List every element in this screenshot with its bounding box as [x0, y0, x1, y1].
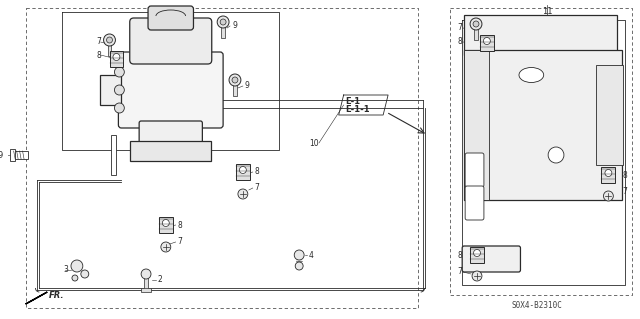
Circle shape	[238, 189, 248, 199]
Bar	[144, 274, 148, 290]
Text: 7: 7	[178, 238, 182, 247]
Circle shape	[604, 191, 613, 201]
Circle shape	[141, 269, 151, 279]
Circle shape	[220, 19, 226, 25]
Text: 3: 3	[63, 265, 68, 275]
Text: 7: 7	[97, 38, 102, 47]
Circle shape	[470, 18, 482, 30]
Circle shape	[104, 34, 115, 46]
Circle shape	[161, 242, 171, 252]
Ellipse shape	[519, 68, 544, 83]
Bar	[159, 217, 173, 233]
Circle shape	[472, 271, 482, 281]
Bar	[464, 15, 617, 55]
Circle shape	[605, 169, 612, 176]
Text: 11: 11	[542, 7, 552, 16]
Circle shape	[113, 54, 120, 61]
Text: 8: 8	[458, 250, 462, 259]
Text: 8: 8	[97, 50, 101, 60]
Text: 2: 2	[158, 276, 163, 285]
Polygon shape	[26, 292, 47, 304]
Circle shape	[81, 270, 89, 278]
FancyBboxPatch shape	[131, 141, 211, 161]
Text: 8: 8	[458, 38, 462, 47]
Bar	[236, 164, 250, 180]
Circle shape	[115, 67, 124, 77]
Circle shape	[72, 275, 78, 281]
Bar	[108, 39, 111, 56]
Circle shape	[239, 167, 246, 174]
FancyBboxPatch shape	[462, 246, 520, 272]
Circle shape	[217, 16, 229, 28]
Bar	[111, 135, 116, 175]
Circle shape	[473, 21, 479, 27]
Circle shape	[232, 77, 238, 83]
FancyBboxPatch shape	[464, 50, 622, 200]
Circle shape	[115, 103, 124, 113]
Text: 4: 4	[309, 250, 314, 259]
Text: 7: 7	[255, 183, 260, 192]
Circle shape	[106, 37, 113, 43]
Bar	[13, 151, 28, 159]
Text: 10: 10	[309, 138, 319, 147]
Text: 8: 8	[178, 220, 182, 229]
Circle shape	[295, 262, 303, 270]
Circle shape	[229, 74, 241, 86]
Text: 9: 9	[0, 151, 3, 160]
Bar	[474, 23, 478, 40]
Text: FR.: FR.	[49, 292, 65, 300]
Circle shape	[294, 250, 304, 260]
Bar	[602, 167, 615, 183]
Text: 8: 8	[255, 167, 259, 176]
Bar	[480, 35, 494, 51]
Text: 7: 7	[622, 188, 627, 197]
Text: 9: 9	[233, 21, 238, 31]
Text: 8: 8	[622, 170, 627, 180]
Bar	[10, 149, 15, 161]
FancyBboxPatch shape	[139, 121, 202, 145]
Bar	[141, 288, 151, 292]
Bar	[464, 50, 489, 200]
Circle shape	[115, 85, 124, 95]
FancyBboxPatch shape	[148, 6, 193, 30]
FancyBboxPatch shape	[465, 186, 484, 220]
Bar	[109, 51, 124, 67]
Text: S0X4-B2310C: S0X4-B2310C	[511, 301, 563, 310]
Bar	[296, 255, 302, 266]
Bar	[470, 247, 484, 263]
Circle shape	[483, 38, 490, 44]
Bar	[596, 65, 623, 165]
Circle shape	[548, 147, 564, 163]
Bar	[221, 21, 225, 38]
Bar	[233, 79, 237, 96]
FancyBboxPatch shape	[465, 153, 484, 187]
Circle shape	[474, 249, 481, 256]
Text: 9: 9	[245, 81, 250, 91]
Text: 7: 7	[458, 24, 462, 33]
FancyBboxPatch shape	[118, 52, 223, 128]
Text: E-1: E-1	[346, 97, 361, 106]
Bar	[100, 75, 122, 105]
Text: 7: 7	[458, 268, 462, 277]
Circle shape	[71, 260, 83, 272]
FancyBboxPatch shape	[130, 18, 212, 64]
Text: E-1-1: E-1-1	[346, 106, 370, 115]
Circle shape	[163, 219, 169, 226]
